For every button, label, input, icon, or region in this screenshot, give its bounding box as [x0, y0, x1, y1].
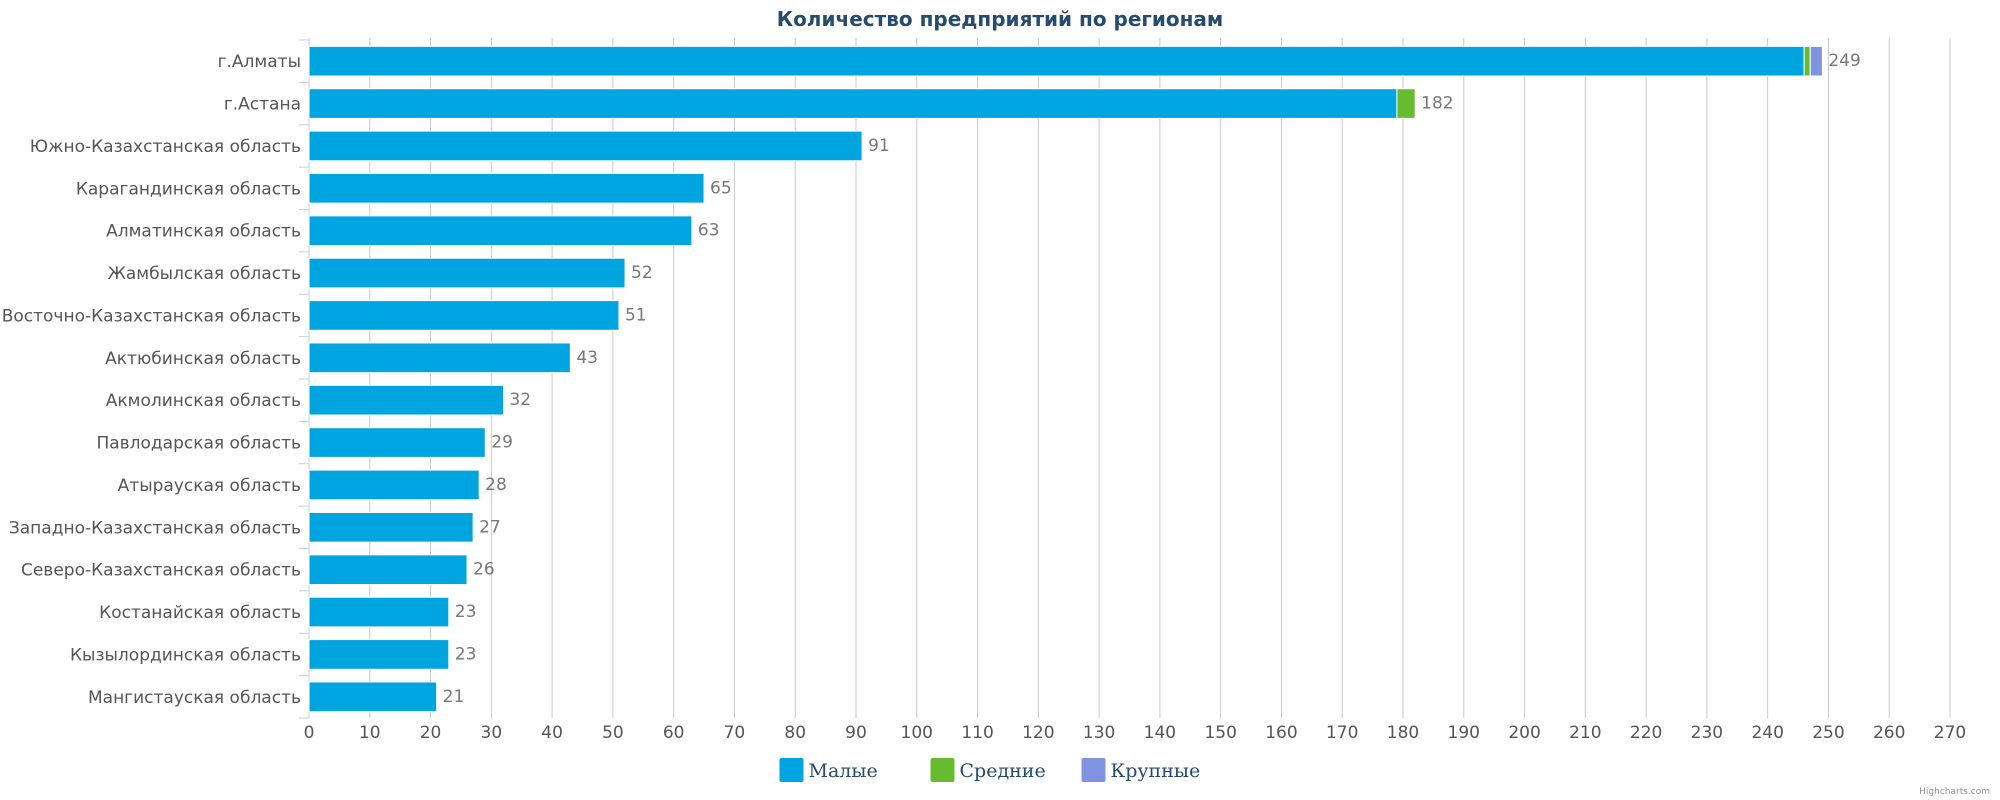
category-label: Южно-Казахстанская область	[30, 137, 301, 157]
data-label: 28	[485, 475, 507, 495]
x-tick-label: 260	[1873, 723, 1905, 743]
data-labels: 249 182 91 65 63 52 51 43 32 29 28 27 26 23 23 21	[443, 51, 1861, 707]
category-label: г.Алматы	[218, 52, 301, 72]
legend-swatch	[930, 758, 955, 782]
x-tick-label: 100	[901, 723, 933, 743]
bar-segment[interactable]	[308, 215, 693, 247]
category-label: Павлодарская область	[96, 434, 301, 454]
legend-item[interactable]: Малые	[779, 758, 878, 782]
bar-segment[interactable]	[1809, 45, 1823, 77]
bar-segment[interactable]	[308, 130, 863, 162]
x-tick-label: 250	[1812, 723, 1844, 743]
x-tick-label: 130	[1083, 723, 1115, 743]
x-tick-label: 190	[1448, 723, 1480, 743]
legend-item[interactable]: Крупные	[1081, 758, 1201, 782]
bar-segment[interactable]	[308, 384, 504, 416]
category-label: Костанайская область	[99, 603, 301, 623]
x-tick-label: 110	[961, 723, 993, 743]
legend-swatch	[1081, 758, 1106, 782]
bar-segment[interactable]	[308, 172, 705, 204]
x-tick-label: 140	[1144, 723, 1176, 743]
data-label: 63	[698, 221, 720, 241]
x-tick-label: 90	[845, 723, 867, 743]
legend[interactable]: Малые Средние Крупные	[779, 758, 1201, 782]
x-tick-label: 70	[724, 723, 746, 743]
bar-segment[interactable]	[308, 554, 468, 586]
x-tick-label: 170	[1326, 723, 1358, 743]
category-label: Восточно-Казахстанская область	[2, 306, 301, 326]
bar-segment[interactable]	[308, 88, 1398, 119]
category-label: Алматинская область	[106, 222, 301, 242]
category-label: Карагандинская область	[76, 179, 301, 199]
x-tick-label: 120	[1022, 723, 1054, 743]
bar-segment[interactable]	[308, 511, 474, 543]
bar-segment[interactable]	[308, 257, 626, 289]
category-label: Акмолинская область	[106, 391, 301, 411]
x-tick-label: 230	[1691, 723, 1723, 743]
x-tick-label: 200	[1508, 723, 1540, 743]
category-label: Атырауская область	[118, 476, 301, 496]
x-tick-label: 80	[784, 723, 806, 743]
x-tick-label: 210	[1569, 723, 1601, 743]
x-tick-label: 50	[602, 723, 624, 743]
category-label: Жамбылская область	[108, 264, 301, 284]
x-tick-label: 0	[304, 723, 315, 743]
data-label: 91	[868, 136, 890, 156]
bars	[308, 45, 1823, 713]
x-tick-label: 180	[1387, 723, 1419, 743]
x-tick-label: 160	[1265, 723, 1297, 743]
category-label: Кызылординская область	[70, 645, 301, 665]
x-tick-label: 220	[1630, 723, 1662, 743]
legend-swatch	[779, 758, 804, 782]
x-tick-label: 30	[481, 723, 503, 743]
data-label: 21	[443, 687, 465, 707]
legend-item[interactable]: Средние	[930, 758, 1046, 782]
x-tick-label: 40	[541, 723, 563, 743]
category-label: Западно-Казахстанская область	[9, 518, 301, 538]
data-label: 32	[509, 390, 531, 410]
credits[interactable]: Highcharts.com	[1919, 787, 1990, 797]
x-tick-label: 150	[1204, 723, 1236, 743]
data-label: 52	[631, 263, 653, 283]
bar-segment[interactable]	[308, 342, 571, 374]
bar-segment[interactable]	[308, 681, 438, 713]
bar-segment[interactable]	[308, 300, 620, 331]
x-tick-label: 20	[420, 723, 442, 743]
data-label: 27	[479, 517, 501, 537]
chart-title: Количество предприятий по регионам	[777, 7, 1224, 31]
data-label: 51	[625, 305, 647, 325]
data-label: 249	[1828, 51, 1860, 71]
data-label: 23	[455, 602, 477, 622]
bar-segment[interactable]	[308, 469, 480, 501]
category-label: Северо-Казахстанская область	[21, 561, 301, 581]
data-label: 65	[710, 178, 732, 198]
legend-label[interactable]: Малые	[809, 760, 878, 782]
data-label: 26	[473, 560, 495, 580]
legend-label[interactable]: Средние	[960, 760, 1046, 782]
bar-segment[interactable]	[308, 427, 486, 458]
x-tick-label: 10	[359, 723, 381, 743]
legend-label[interactable]: Крупные	[1111, 760, 1201, 782]
bar-segment[interactable]	[1803, 45, 1811, 77]
category-labels: г.Алматы г.Астана Южно-Казахстанская облас…	[2, 52, 301, 708]
category-label: г.Астана	[224, 95, 301, 115]
bar-segment[interactable]	[308, 639, 450, 670]
category-label: Мангистауская область	[88, 688, 301, 708]
data-label: 43	[576, 348, 598, 368]
x-tick-label: 270	[1934, 723, 1966, 743]
bar-segment[interactable]	[308, 596, 450, 628]
category-label: Актюбинская область	[105, 349, 301, 369]
data-label: 182	[1421, 94, 1453, 114]
x-axis-tick-labels: 0 10 20 30 40 50 60 70 80 90 100 110 120 130 140 150 160…	[304, 723, 1967, 743]
x-tick-label: 240	[1751, 723, 1783, 743]
bar-segment[interactable]	[308, 45, 1805, 77]
x-tick-label: 60	[663, 723, 685, 743]
data-label: 23	[455, 644, 477, 664]
bar-segment[interactable]	[1396, 88, 1416, 119]
data-label: 29	[491, 433, 513, 453]
